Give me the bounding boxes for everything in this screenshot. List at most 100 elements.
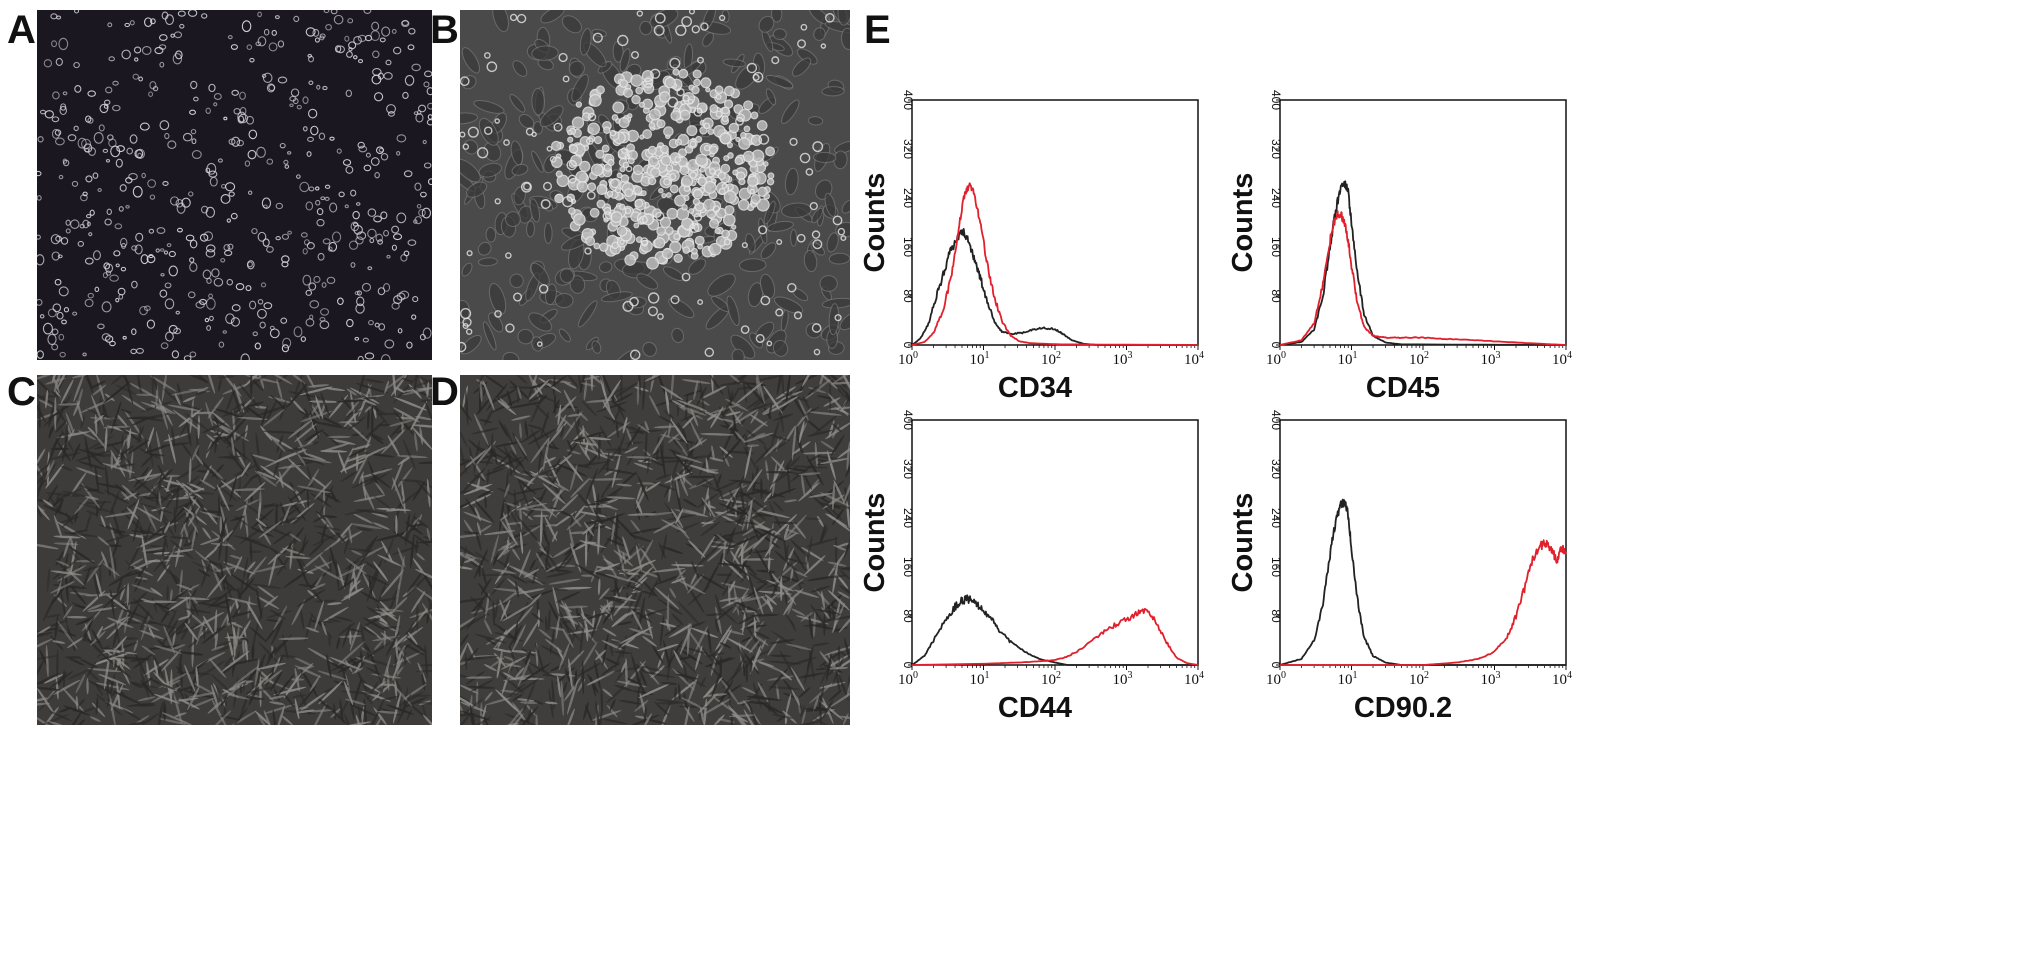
cell — [56, 311, 64, 320]
cell — [296, 539, 310, 558]
cell — [627, 157, 635, 165]
cell — [281, 344, 290, 353]
y-tick-label: 320 — [1269, 459, 1283, 479]
x-tick-label: 103 — [1113, 350, 1133, 368]
cell — [115, 384, 137, 395]
cell — [363, 164, 372, 172]
cell — [462, 143, 470, 150]
cell — [615, 432, 626, 461]
cell — [634, 699, 649, 712]
cell — [783, 514, 807, 541]
cell — [423, 536, 432, 543]
cell — [37, 542, 60, 550]
cell — [692, 69, 702, 79]
cell — [557, 675, 561, 698]
cell — [740, 597, 748, 620]
cell — [638, 101, 646, 108]
cell — [134, 244, 143, 255]
cell — [396, 693, 412, 725]
cell — [740, 132, 747, 139]
cell — [505, 252, 512, 259]
cell — [223, 244, 231, 251]
cell — [170, 668, 173, 705]
cell — [790, 667, 806, 692]
cell — [308, 282, 317, 291]
y-tick-label: 240 — [1269, 188, 1283, 208]
cell — [170, 33, 175, 38]
cell — [225, 182, 236, 192]
cell — [600, 378, 611, 413]
cell — [350, 221, 360, 232]
cell — [656, 436, 660, 461]
cell — [318, 132, 326, 141]
cell — [251, 508, 275, 529]
cell — [663, 639, 671, 669]
cell — [270, 548, 282, 554]
cell — [381, 654, 392, 688]
cell — [832, 482, 835, 511]
cell — [110, 401, 122, 435]
cell — [837, 10, 850, 26]
cell — [508, 573, 528, 584]
cell — [241, 20, 252, 33]
cell — [818, 375, 825, 388]
cell — [479, 524, 492, 534]
cell — [327, 602, 342, 606]
cell — [234, 515, 249, 526]
cell — [549, 626, 555, 656]
cell — [181, 443, 192, 457]
cell — [634, 543, 647, 552]
cell — [55, 420, 67, 433]
cell — [635, 499, 643, 515]
cell — [226, 693, 250, 700]
cell — [463, 511, 492, 524]
cell — [276, 434, 284, 453]
cell — [221, 650, 250, 672]
cell — [141, 45, 152, 55]
cell — [784, 590, 788, 605]
cell — [718, 498, 748, 504]
cell — [344, 35, 350, 42]
cell — [168, 505, 187, 527]
cell — [488, 283, 507, 315]
cell — [740, 572, 748, 583]
cell — [145, 471, 166, 482]
cell — [534, 403, 550, 419]
cell — [50, 570, 83, 576]
cell — [131, 530, 162, 536]
cell — [719, 132, 732, 145]
cell — [642, 77, 654, 89]
cell — [397, 328, 403, 334]
cell — [807, 420, 821, 432]
cell — [367, 646, 380, 677]
cell — [678, 645, 708, 654]
cell — [386, 254, 391, 259]
cell — [273, 686, 307, 696]
cell — [146, 319, 156, 329]
cell — [815, 667, 831, 671]
cell — [678, 148, 688, 158]
cell — [84, 496, 100, 500]
cell — [37, 638, 53, 653]
cell — [585, 236, 596, 247]
cell — [818, 502, 841, 509]
cell — [54, 278, 62, 286]
cell — [402, 91, 409, 100]
cell — [408, 28, 416, 35]
cell — [418, 208, 426, 217]
cell — [385, 59, 392, 66]
cell — [325, 23, 332, 31]
cell — [626, 677, 640, 685]
cell — [627, 113, 633, 119]
cell — [309, 300, 320, 309]
cell — [720, 594, 749, 609]
cell — [682, 246, 690, 254]
cell — [276, 378, 283, 400]
cell — [285, 555, 311, 559]
y-tick-label: 240 — [901, 508, 915, 528]
cell — [585, 137, 594, 145]
cell — [736, 502, 749, 527]
cell — [460, 76, 470, 87]
cell — [95, 625, 104, 639]
cell — [134, 576, 143, 593]
